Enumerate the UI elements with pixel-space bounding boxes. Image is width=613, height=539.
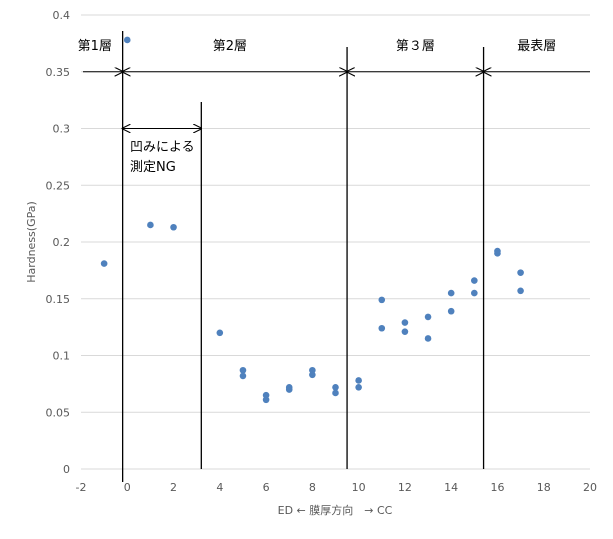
data-point <box>447 289 455 297</box>
ng-note-line2: 測定NG <box>130 160 176 175</box>
data-point <box>517 269 524 276</box>
data-point <box>262 391 270 399</box>
x-axis-title: ED ← 膜厚方向 → CC <box>278 503 393 517</box>
y-tick-label: 0.05 <box>46 406 71 419</box>
x-tick-label: 12 <box>398 481 412 494</box>
x-tick-label: 0 <box>124 481 131 494</box>
data-point <box>170 223 177 231</box>
data-point <box>471 277 478 284</box>
data-point <box>424 335 432 342</box>
data-point <box>147 221 154 229</box>
data-point <box>262 396 270 404</box>
data-point <box>401 319 409 326</box>
data-point <box>332 389 339 397</box>
y-tick-label: 0.3 <box>53 123 71 136</box>
y-tick-label: 0.2 <box>53 236 71 249</box>
data-point <box>216 329 224 337</box>
x-tick-label: 10 <box>352 481 366 494</box>
x-tick-label: 2 <box>170 481 177 494</box>
x-tick-label: 20 <box>583 481 597 494</box>
data-point <box>378 296 386 304</box>
surface-layer-label: 最表層 <box>517 39 556 54</box>
x-tick-label: 4 <box>216 481 223 494</box>
data-point <box>471 289 478 297</box>
tick-layer: 0 0.05 0.1 0.15 0.2 0.25 0.3 0.35 0.4 -2 0 2 4 6 8 10 12… <box>46 9 598 494</box>
y-tick-label: 0.4 <box>53 9 71 22</box>
x-tick-label: 16 <box>490 481 504 494</box>
data-point <box>309 371 316 379</box>
x-tick-label: 6 <box>263 481 270 494</box>
data-point <box>494 250 501 257</box>
x-tick-label: 8 <box>309 481 316 494</box>
data-point <box>285 386 293 393</box>
layer2-label: 第2層 <box>213 39 247 54</box>
layer1-label: 第1層 <box>78 39 112 54</box>
data-point <box>309 366 316 374</box>
data-point <box>378 324 386 332</box>
data-point <box>355 377 362 384</box>
data-point <box>332 383 339 391</box>
data-point <box>401 328 409 335</box>
y-tick-label: 0.15 <box>46 293 71 306</box>
data-point <box>123 36 131 44</box>
layer3-label: 第３層 <box>396 39 435 54</box>
data-point <box>424 313 432 321</box>
data-point <box>239 366 247 374</box>
data-point <box>355 383 362 391</box>
grid-layer <box>81 14 590 470</box>
y-tick-label: 0 <box>63 463 70 476</box>
data-point <box>239 372 247 380</box>
ng-note-line1: 凹みによる <box>130 140 195 155</box>
x-tick-label: 14 <box>444 481 458 494</box>
data-point <box>517 287 524 295</box>
y-axis-title: Hardness(GPa) <box>25 201 38 283</box>
y-tick-label: 0.1 <box>53 350 71 363</box>
y-tick-label: 0.35 <box>46 66 71 79</box>
data-point <box>447 307 455 315</box>
x-tick-label: 18 <box>537 481 551 494</box>
x-tick-label: -2 <box>76 481 87 494</box>
y-tick-label: 0.25 <box>46 179 71 192</box>
data-point <box>100 260 108 267</box>
point-layer <box>100 36 524 404</box>
